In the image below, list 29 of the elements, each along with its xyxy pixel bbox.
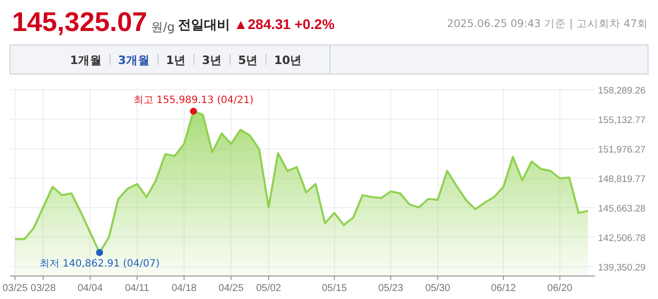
- text: 5년: [238, 53, 258, 67]
- x-tick-label: 04/18: [172, 283, 198, 294]
- x-tick-label: 05/15: [322, 283, 348, 294]
- text: 10년: [274, 53, 302, 67]
- x-tick-label: 06/12: [490, 283, 516, 294]
- x-tick-label: 06/20: [547, 283, 573, 294]
- text: 1개월: [70, 53, 102, 67]
- x-tick-label: 04/04: [78, 283, 104, 294]
- y-tick-label: 139,350.29: [598, 262, 646, 274]
- y-tick-label: 145,663.28: [598, 204, 646, 215]
- x-tick-label: 03/25: [2, 283, 28, 294]
- x-tick-label: 05/02: [256, 283, 282, 294]
- text: 3개월: [118, 53, 150, 67]
- text: 2025.06.25 09:43 기준 | 고시회차 47회: [447, 18, 648, 30]
- chart-subtitle: 전일대비 ▲284.31 +0.2%: [178, 16, 336, 33]
- annotation: 최저 140,862.91 (04/07): [39, 258, 160, 270]
- text: 1년: [166, 53, 186, 67]
- y-tick-label: 148,819.77: [598, 174, 646, 186]
- text: 3년: [202, 53, 222, 67]
- y-tick-label: 158,289.26: [598, 86, 646, 97]
- y-tick-label: 155,132.77: [598, 115, 646, 126]
- x-tick-label: 03/28: [30, 283, 56, 294]
- annotation: 최고 155,989.13 (04/21): [133, 95, 254, 106]
- x-tick-label: 05/30: [425, 283, 451, 294]
- y-tick-label: 142,506.78: [598, 233, 646, 244]
- x-tick-label: 04/11: [124, 283, 150, 294]
- x-tick-label: 05/23: [378, 283, 404, 294]
- y-tick-label: 151,976.27: [598, 144, 646, 156]
- x-tick-label: 04/25: [218, 283, 244, 294]
